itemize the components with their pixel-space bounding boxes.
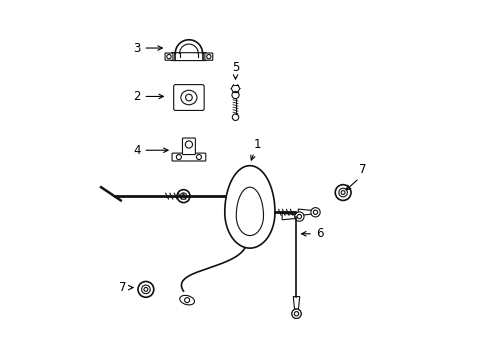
Circle shape	[142, 285, 150, 294]
Circle shape	[232, 114, 238, 121]
Circle shape	[291, 309, 301, 319]
Text: 7: 7	[119, 281, 133, 294]
Text: 3: 3	[133, 41, 162, 54]
FancyBboxPatch shape	[165, 53, 173, 60]
FancyBboxPatch shape	[182, 138, 195, 154]
Text: 7: 7	[359, 163, 366, 176]
Ellipse shape	[180, 296, 194, 305]
Circle shape	[185, 141, 192, 148]
Ellipse shape	[181, 90, 197, 105]
FancyBboxPatch shape	[173, 85, 203, 111]
Circle shape	[294, 212, 304, 221]
FancyBboxPatch shape	[172, 153, 205, 161]
Circle shape	[313, 210, 317, 215]
Circle shape	[180, 193, 186, 199]
Circle shape	[143, 287, 147, 291]
Circle shape	[297, 215, 301, 219]
Circle shape	[341, 190, 345, 194]
Circle shape	[177, 190, 190, 203]
Circle shape	[338, 188, 346, 197]
Circle shape	[231, 91, 239, 99]
Circle shape	[294, 312, 298, 316]
Circle shape	[166, 54, 171, 59]
Circle shape	[206, 54, 210, 59]
Circle shape	[335, 185, 350, 201]
Circle shape	[182, 195, 184, 198]
Polygon shape	[298, 209, 312, 216]
Text: 2: 2	[133, 90, 163, 103]
Circle shape	[310, 208, 320, 217]
Circle shape	[176, 154, 181, 159]
Circle shape	[185, 94, 192, 101]
Circle shape	[294, 312, 298, 316]
FancyBboxPatch shape	[171, 53, 206, 60]
Circle shape	[138, 282, 153, 297]
Text: 4: 4	[133, 144, 168, 157]
Text: 1: 1	[253, 138, 260, 151]
Circle shape	[196, 154, 201, 159]
FancyBboxPatch shape	[204, 53, 212, 60]
Circle shape	[184, 298, 189, 303]
Circle shape	[291, 309, 301, 319]
Text: 5: 5	[231, 61, 239, 74]
Polygon shape	[293, 297, 299, 311]
Text: 6: 6	[301, 227, 323, 240]
Polygon shape	[282, 213, 296, 220]
